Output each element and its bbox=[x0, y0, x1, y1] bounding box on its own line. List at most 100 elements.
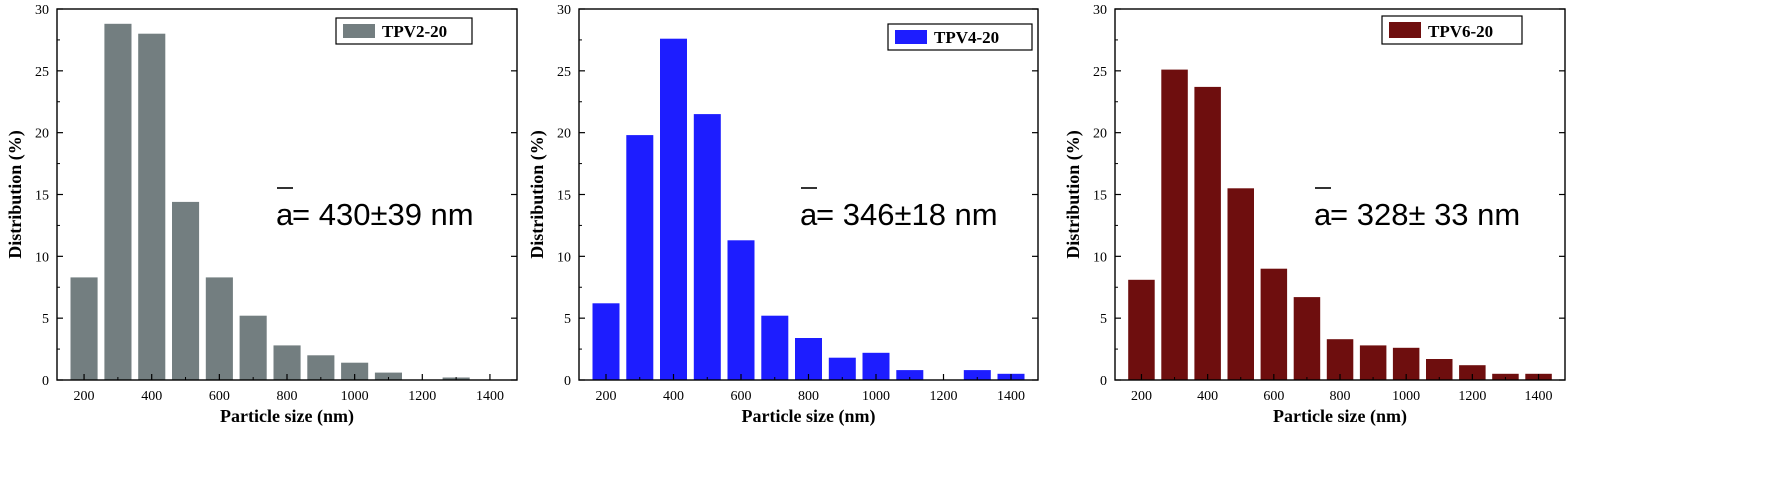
bar bbox=[1128, 279, 1155, 380]
x-tick-label: 1400 bbox=[476, 389, 504, 404]
y-tick-label: 20 bbox=[1093, 127, 1107, 142]
bar bbox=[104, 23, 132, 381]
annotation-symbol: a bbox=[1314, 197, 1332, 232]
y-tick-label: 15 bbox=[35, 189, 49, 204]
y-axis-label: Distribution (%) bbox=[527, 130, 548, 259]
bar bbox=[1426, 359, 1453, 380]
mean-annotation: a = 430±39 nm bbox=[276, 187, 474, 232]
x-axis-label: Particle size (nm) bbox=[742, 406, 876, 427]
bar bbox=[307, 355, 335, 380]
bar bbox=[626, 135, 654, 380]
x-tick-label: 1400 bbox=[997, 389, 1025, 404]
legend-swatch bbox=[343, 24, 375, 38]
annotation-text: = 346±18 nm bbox=[816, 197, 998, 232]
bar bbox=[1359, 345, 1387, 380]
y-tick-label: 15 bbox=[1093, 189, 1107, 204]
x-tick-label: 200 bbox=[1131, 389, 1152, 404]
y-tick-label: 10 bbox=[557, 250, 571, 265]
y-tick-label: 30 bbox=[35, 3, 49, 18]
legend-label: TPV4-20 bbox=[934, 28, 999, 47]
annotation-symbol: a bbox=[800, 197, 818, 232]
bar bbox=[592, 303, 620, 380]
y-tick-label: 0 bbox=[564, 374, 571, 389]
bar bbox=[138, 33, 166, 380]
x-tick-label: 1000 bbox=[862, 389, 890, 404]
y-tick-label: 20 bbox=[557, 127, 571, 142]
bar bbox=[239, 315, 267, 380]
bar bbox=[1260, 268, 1288, 380]
legend: TPV6-20 bbox=[1381, 15, 1523, 45]
x-tick-label: 1200 bbox=[408, 389, 436, 404]
x-tick-label: 400 bbox=[663, 389, 684, 404]
bar bbox=[374, 372, 402, 380]
y-axis-label: Distribution (%) bbox=[1063, 130, 1084, 259]
x-tick-label: 800 bbox=[798, 389, 819, 404]
x-axis-label: Particle size (nm) bbox=[1273, 406, 1407, 427]
y-tick-label: 5 bbox=[42, 312, 49, 327]
mean-annotation: a = 346±18 nm bbox=[800, 187, 998, 232]
bar bbox=[896, 370, 924, 380]
x-tick-label: 800 bbox=[277, 389, 298, 404]
legend-swatch bbox=[895, 30, 927, 44]
chart-panel-2: 0 5 10 15 20 25 30 200 400 600 800 1000 1200 1400 Part… bbox=[527, 3, 1039, 427]
annotation-text: = 328± 33 nm bbox=[1330, 197, 1520, 232]
y-tick-label: 30 bbox=[1093, 3, 1107, 18]
x-tick-label: 400 bbox=[141, 389, 162, 404]
legend: TPV2-20 bbox=[335, 17, 473, 45]
y-tick-label: 5 bbox=[564, 312, 571, 327]
y-tick-label: 20 bbox=[35, 127, 49, 142]
bar bbox=[1492, 373, 1519, 380]
chart-panel-1: 0 5 10 15 20 25 30 200 400 600 800 1000 1200 1400 Part… bbox=[5, 3, 518, 427]
y-tick-label: 25 bbox=[1093, 65, 1107, 80]
y-axis-label: Distribution (%) bbox=[5, 130, 26, 259]
x-tick-label: 200 bbox=[74, 389, 95, 404]
bar bbox=[693, 114, 721, 380]
bar bbox=[205, 277, 233, 380]
x-tick-label: 600 bbox=[209, 389, 230, 404]
legend: TPV4-20 bbox=[887, 23, 1033, 51]
legend-swatch bbox=[1389, 22, 1421, 38]
bar bbox=[1194, 86, 1221, 381]
bar bbox=[795, 338, 822, 380]
bar bbox=[963, 370, 991, 380]
x-tick-label: 600 bbox=[731, 389, 752, 404]
chart-panel-3: 0 5 10 15 20 25 30 200 400 600 800 1000 1200 1400 Part… bbox=[1063, 3, 1566, 427]
bar bbox=[70, 277, 98, 380]
x-tick-label: 400 bbox=[1197, 389, 1218, 404]
y-tick-label: 15 bbox=[557, 189, 571, 204]
y-tick-label: 5 bbox=[1100, 312, 1107, 327]
y-tick-label: 10 bbox=[1093, 250, 1107, 265]
bar bbox=[660, 38, 687, 380]
x-tick-label: 600 bbox=[1263, 389, 1284, 404]
bar bbox=[1326, 339, 1354, 380]
y-tick-label: 10 bbox=[35, 250, 49, 265]
legend-label: TPV6-20 bbox=[1428, 22, 1493, 41]
bar bbox=[1161, 69, 1188, 380]
x-axis-label: Particle size (nm) bbox=[220, 406, 354, 427]
bar bbox=[1293, 297, 1321, 380]
bar bbox=[172, 201, 200, 380]
x-tick-label: 1400 bbox=[1525, 389, 1553, 404]
bar bbox=[828, 357, 856, 380]
y-tick-label: 30 bbox=[557, 3, 571, 18]
bar bbox=[341, 362, 369, 380]
x-tick-label: 200 bbox=[596, 389, 617, 404]
bar bbox=[1459, 365, 1486, 380]
annotation-text: = 430±39 nm bbox=[292, 197, 474, 232]
x-tick-label: 1000 bbox=[1392, 389, 1420, 404]
y-tick-label: 25 bbox=[35, 65, 49, 80]
y-tick-label: 0 bbox=[42, 374, 49, 389]
x-tick-label: 800 bbox=[1330, 389, 1351, 404]
y-tick-label: 25 bbox=[557, 65, 571, 80]
bar bbox=[1227, 188, 1254, 380]
bar bbox=[761, 315, 789, 380]
mean-annotation: a = 328± 33 nm bbox=[1314, 187, 1520, 232]
y-tick-label: 0 bbox=[1100, 374, 1107, 389]
legend-label: TPV2-20 bbox=[382, 22, 447, 41]
x-tick-label: 1200 bbox=[930, 389, 958, 404]
x-tick-label: 1200 bbox=[1458, 389, 1486, 404]
bar bbox=[727, 240, 755, 380]
x-tick-label: 1000 bbox=[341, 389, 369, 404]
